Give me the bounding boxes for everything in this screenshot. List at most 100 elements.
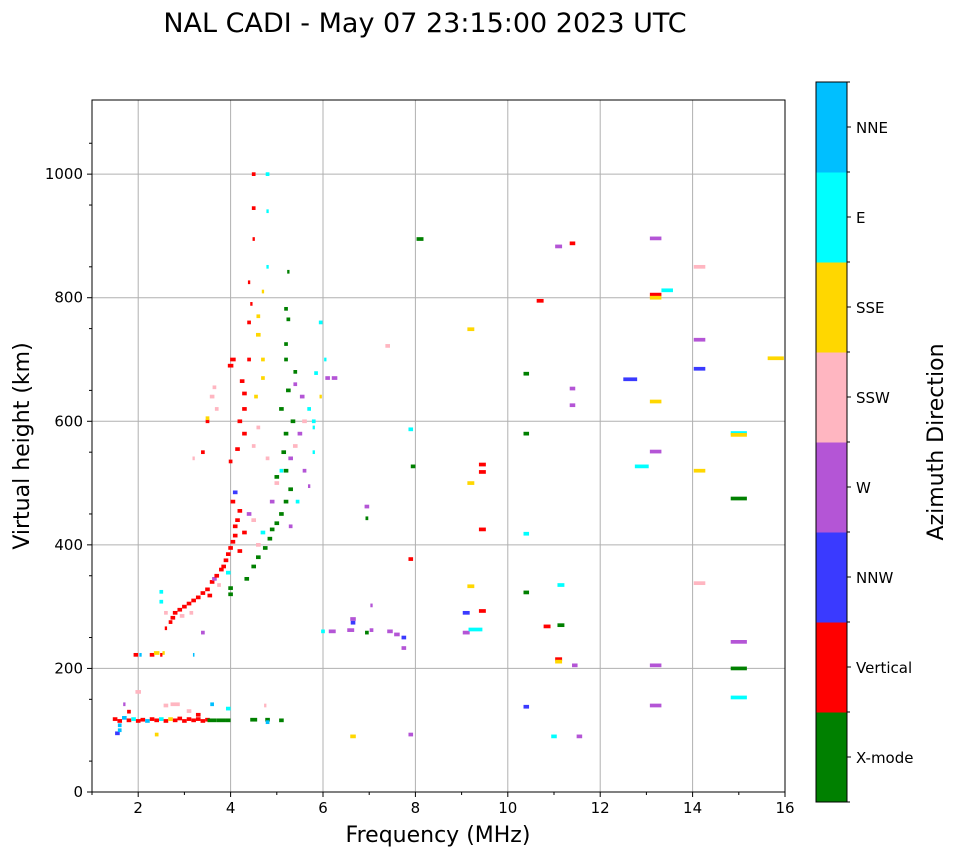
data-point xyxy=(251,518,257,522)
data-point xyxy=(207,718,217,723)
data-point xyxy=(730,695,747,700)
data-point xyxy=(163,719,169,723)
data-point xyxy=(177,716,183,721)
data-point xyxy=(230,357,236,362)
data-point xyxy=(314,371,318,375)
data-point xyxy=(242,407,247,411)
data-point xyxy=(350,620,356,625)
colorbar-swatch xyxy=(816,172,847,263)
data-point xyxy=(232,524,238,529)
data-point xyxy=(290,419,296,424)
data-point xyxy=(557,583,565,587)
data-point xyxy=(408,427,414,432)
data-point xyxy=(523,590,530,595)
data-point xyxy=(364,504,370,509)
data-point xyxy=(370,603,373,608)
data-point xyxy=(523,704,530,709)
data-point xyxy=(154,718,159,723)
data-point xyxy=(267,536,273,541)
data-point xyxy=(126,718,132,723)
data-point xyxy=(149,717,155,721)
colorbar-tick-label: NNW xyxy=(856,569,893,587)
colorbar-swatch xyxy=(816,532,847,623)
data-point xyxy=(246,512,252,516)
data-point xyxy=(228,586,233,590)
data-point xyxy=(221,564,226,569)
data-point xyxy=(200,719,206,723)
data-point xyxy=(117,723,122,728)
data-point xyxy=(394,632,400,637)
data-point xyxy=(523,531,530,536)
data-point xyxy=(247,320,251,325)
data-point xyxy=(523,371,530,376)
data-point xyxy=(478,462,486,467)
data-point xyxy=(284,342,288,346)
data-point xyxy=(214,573,220,578)
data-point xyxy=(261,357,265,362)
data-point xyxy=(159,589,164,594)
data-point xyxy=(325,376,330,380)
data-point xyxy=(186,717,192,721)
data-point xyxy=(227,363,234,368)
data-point xyxy=(225,570,231,575)
data-point xyxy=(387,629,393,634)
data-point xyxy=(140,717,146,722)
data-point xyxy=(153,651,160,655)
data-point xyxy=(324,357,327,362)
data-point xyxy=(207,593,213,598)
data-point xyxy=(244,576,250,581)
colorbar-swatch xyxy=(816,352,847,443)
x-tick-label: 4 xyxy=(226,799,236,817)
data-point xyxy=(284,357,288,362)
data-point xyxy=(274,481,280,485)
colorbar-label: Azimuth Direction xyxy=(924,343,949,540)
colorbar-tick-label: SSE xyxy=(856,299,885,317)
data-point xyxy=(186,601,192,606)
data-point xyxy=(214,407,219,411)
data-point xyxy=(730,666,747,671)
data-point xyxy=(408,732,414,737)
data-point xyxy=(172,610,178,615)
data-point xyxy=(251,172,256,176)
data-point xyxy=(287,269,290,274)
data-point xyxy=(311,419,316,424)
data-point xyxy=(281,450,287,455)
data-point xyxy=(149,652,155,657)
data-point xyxy=(279,468,284,473)
data-point xyxy=(265,720,270,725)
data-point xyxy=(693,581,706,586)
data-point xyxy=(299,394,305,399)
data-point xyxy=(572,663,578,668)
data-point xyxy=(408,557,414,561)
data-point xyxy=(649,295,662,300)
data-point xyxy=(523,431,530,436)
colorbar-tick-label: Vertical xyxy=(856,659,912,677)
data-point xyxy=(288,487,293,492)
colorbar-tick-label: W xyxy=(856,479,871,497)
data-point xyxy=(182,719,187,723)
data-point xyxy=(293,382,298,387)
data-point xyxy=(623,377,638,382)
data-point xyxy=(247,357,251,362)
data-point xyxy=(347,628,355,632)
data-point xyxy=(551,734,557,739)
data-point xyxy=(462,610,470,615)
chart-title: NAL CADI - May 07 23:15:00 2023 UTC xyxy=(163,8,686,39)
data-point xyxy=(266,209,269,214)
data-point xyxy=(730,496,747,501)
data-point xyxy=(279,718,284,723)
data-point xyxy=(555,244,563,249)
data-point xyxy=(319,394,322,399)
x-axis-label: Frequency (MHz) xyxy=(346,823,531,848)
data-point xyxy=(205,419,210,424)
data-point xyxy=(467,584,475,589)
data-point xyxy=(209,394,215,399)
colorbar-tick-label: SSW xyxy=(856,389,890,407)
data-point xyxy=(269,499,275,504)
data-point xyxy=(536,298,544,303)
data-point xyxy=(288,456,293,461)
y-tick-label: 800 xyxy=(54,289,83,307)
data-points xyxy=(112,172,784,739)
data-point xyxy=(365,516,369,521)
data-point xyxy=(133,652,139,657)
